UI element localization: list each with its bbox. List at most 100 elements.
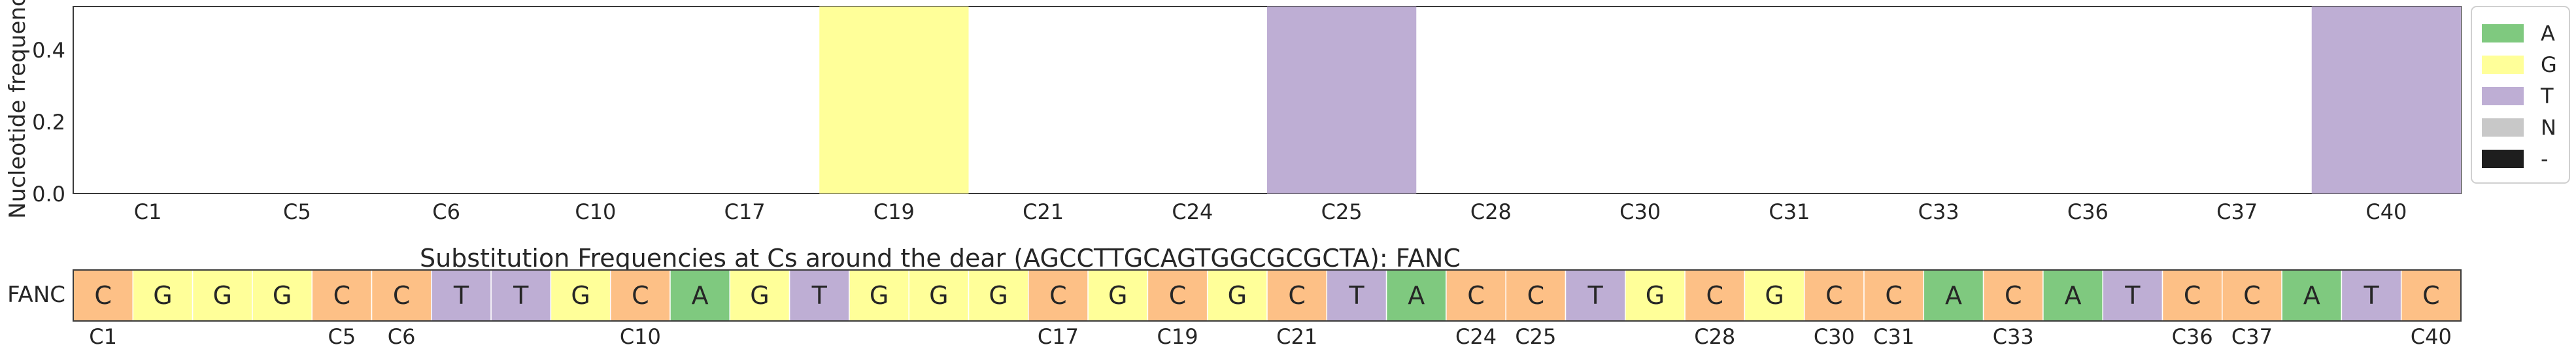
sequence-base-letter: G bbox=[929, 281, 948, 310]
legend-label: T bbox=[2540, 84, 2554, 109]
sequence-position-label: C36 bbox=[2172, 324, 2213, 349]
sequence-base-letter: C bbox=[1049, 281, 1067, 310]
sequence-cell bbox=[849, 269, 909, 322]
bar-C40-T bbox=[2311, 7, 2461, 193]
sequence-base-letter: G bbox=[1646, 281, 1665, 310]
sequence-base-letter: T bbox=[1348, 281, 1364, 310]
x-tick-label: C5 bbox=[283, 199, 311, 224]
sequence-position-label: C31 bbox=[1873, 324, 1914, 349]
x-tick-label: C1 bbox=[134, 199, 162, 224]
x-tick-label: C40 bbox=[2365, 199, 2407, 224]
x-axis-ticks: C1 C5 C6 C10 C17 C19 C21 C24 C25 C28 C30 C31 C33 C36 C… bbox=[134, 199, 2407, 224]
x-tick-label: C36 bbox=[2067, 199, 2109, 224]
sequence-position-label: C30 bbox=[1814, 324, 1855, 349]
sequence-cell bbox=[431, 269, 492, 322]
sequence-position-label: C40 bbox=[2411, 324, 2452, 349]
sequence-position-label: C17 bbox=[1038, 324, 1079, 349]
sequence-cell bbox=[311, 269, 373, 322]
sequence-cell bbox=[1863, 269, 1925, 322]
sequence-base-letter: G bbox=[750, 281, 769, 310]
sequence-base-letter: C bbox=[393, 281, 411, 310]
sequence-base-letter: C bbox=[632, 281, 649, 310]
sequence-cell bbox=[669, 269, 731, 322]
x-tick-label: C17 bbox=[724, 199, 766, 224]
sequence-base-letter: C bbox=[94, 281, 112, 310]
sequence-base-letter: C bbox=[1169, 281, 1187, 310]
legend-swatch-G bbox=[2482, 56, 2524, 74]
sequence-base-letter: T bbox=[2124, 281, 2141, 310]
bar-C19-G bbox=[819, 7, 969, 193]
sequence-base-letter: C bbox=[1288, 281, 1306, 310]
x-tick-label: C33 bbox=[1918, 199, 1959, 224]
sequence-base-letter: G bbox=[571, 281, 590, 310]
sequence-base-letter: C bbox=[1885, 281, 1903, 310]
sequence-cell bbox=[1266, 269, 1328, 322]
sequence-track-title: Substitution Frequencies at Cs around th… bbox=[420, 244, 1461, 273]
sequence-track-frame bbox=[73, 269, 2462, 322]
sequence-cell bbox=[1147, 269, 1208, 322]
sequence-base-letter: C bbox=[2005, 281, 2022, 310]
sequence-base-letter: G bbox=[153, 281, 172, 310]
sequence-base-letter: G bbox=[1765, 281, 1784, 310]
sequence-base-letter: T bbox=[513, 281, 529, 310]
x-tick-label: C25 bbox=[1321, 199, 1363, 224]
sequence-position-label: C5 bbox=[328, 324, 356, 349]
sequence-position-label: C19 bbox=[1157, 324, 1198, 349]
sequence-position-label: C24 bbox=[1455, 324, 1497, 349]
sequence-position-label: C6 bbox=[388, 324, 416, 349]
sequence-position-label: C25 bbox=[1515, 324, 1556, 349]
bar-chart-bars bbox=[819, 7, 2461, 193]
sequence-base-letter: C bbox=[2243, 281, 2261, 310]
sequence-base-letter: G bbox=[273, 281, 292, 310]
sequence-position-label: C28 bbox=[1694, 324, 1735, 349]
sequence-cell bbox=[729, 269, 790, 322]
x-tick-label: C6 bbox=[432, 199, 460, 224]
x-tick-label: C31 bbox=[1769, 199, 1810, 224]
sequence-base-letter: C bbox=[1467, 281, 1485, 310]
x-tick-label: C28 bbox=[1470, 199, 1512, 224]
sequence-cell bbox=[2400, 269, 2462, 322]
sequence-base-letter: G bbox=[1228, 281, 1247, 310]
x-tick-label: C21 bbox=[1023, 199, 1064, 224]
sequence-base-letter: C bbox=[333, 281, 351, 310]
sequence-cell bbox=[1625, 269, 1686, 322]
sequence-base-letter: A bbox=[2065, 281, 2082, 310]
sequence-base-letter: C bbox=[1825, 281, 1843, 310]
y-axis-ticks: 0.0 0.2 0.4 bbox=[32, 38, 65, 207]
y-tick-label: 0.0 bbox=[32, 182, 65, 207]
sequence-position-labels: C1 C5 C6 C10 C17 C19 C21 C24 C25 C28 C30 C31 C33 C36 C… bbox=[89, 324, 2452, 349]
sequence-base-letter: C bbox=[2184, 281, 2201, 310]
x-tick-label: C30 bbox=[1619, 199, 1661, 224]
sequence-position-label: C33 bbox=[1993, 324, 2034, 349]
legend-swatch-gap bbox=[2482, 150, 2524, 168]
sequence-cell bbox=[1028, 269, 1089, 322]
legend-label: A bbox=[2541, 21, 2555, 46]
sequence-base-letter: T bbox=[2363, 281, 2379, 310]
sequence-base-letter: T bbox=[811, 281, 828, 310]
sequence-base-letter: G bbox=[870, 281, 889, 310]
legend-label: G bbox=[2541, 52, 2557, 77]
sequence-base-letter: A bbox=[692, 281, 709, 310]
y-tick-label: 0.2 bbox=[32, 110, 65, 135]
sequence-base-letter: C bbox=[1527, 281, 1545, 310]
sequence-base-letter: C bbox=[1706, 281, 1723, 310]
sequence-position-label: C1 bbox=[89, 324, 117, 349]
sequence-cell bbox=[2341, 269, 2402, 322]
legend-swatch-T bbox=[2482, 87, 2524, 105]
sequence-base-letter: A bbox=[1945, 281, 1962, 310]
sequence-base-letter: G bbox=[1108, 281, 1127, 310]
sequence-cell bbox=[609, 269, 671, 322]
sequence-position-label: C21 bbox=[1276, 324, 1317, 349]
x-tick-label: C10 bbox=[575, 199, 616, 224]
sequence-base-letter: T bbox=[1587, 281, 1604, 310]
legend-label: N bbox=[2541, 115, 2556, 140]
sequence-row-label: FANC bbox=[7, 282, 65, 308]
frequency-bar-chart: 0.0 0.2 0.4 C1 C5 C6 C10 C17 C19 C21 C24 C25 C28 C30… bbox=[5, 0, 2462, 224]
sequence-cell bbox=[1326, 269, 1387, 322]
legend-swatch-N bbox=[2482, 118, 2524, 137]
sequence-cell bbox=[788, 269, 850, 322]
